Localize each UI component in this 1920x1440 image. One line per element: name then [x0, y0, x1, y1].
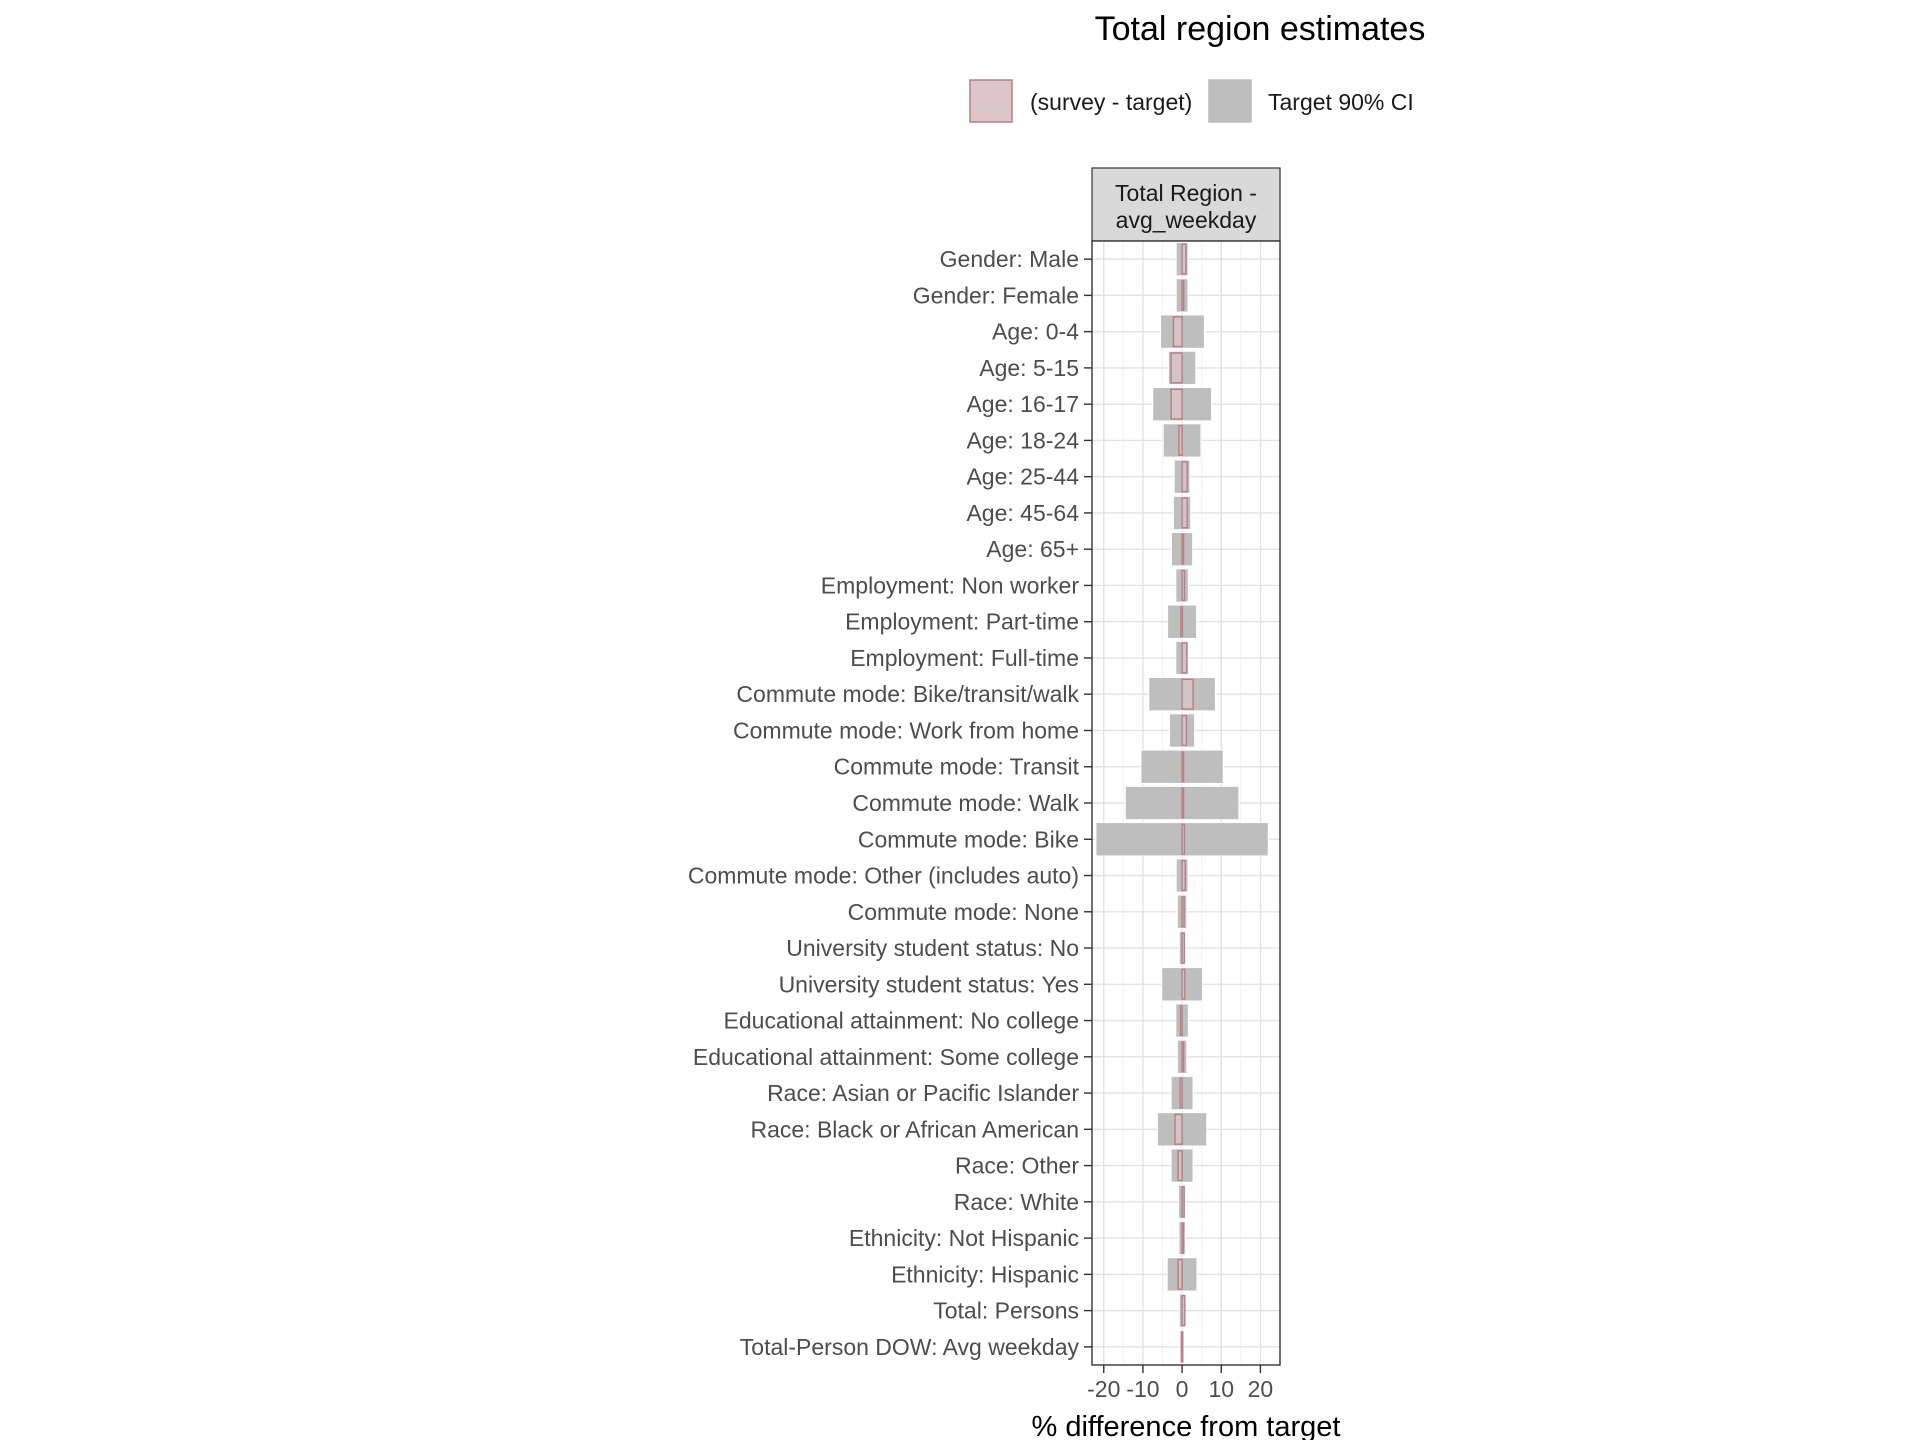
category-label: Commute mode: Walk	[852, 790, 1079, 816]
legend-key-target-ci	[1208, 79, 1252, 123]
difference-bar	[1180, 606, 1184, 638]
legend-label-survey-target: (survey - target)	[1030, 89, 1192, 115]
category-label: Gender: Male	[940, 246, 1079, 272]
difference-bar	[1181, 678, 1194, 710]
legend-key-survey-target	[969, 79, 1013, 123]
difference-bar	[1181, 461, 1188, 493]
difference-bar	[1180, 1331, 1184, 1363]
difference-bar	[1181, 823, 1186, 855]
difference-bar	[1170, 352, 1183, 384]
category-label: Educational attainment: Some college	[693, 1044, 1079, 1070]
facet-strip-line-1: Total Region -	[1115, 180, 1257, 206]
category-label: Ethnicity: Hispanic	[891, 1261, 1079, 1287]
x-tick-label: 10	[1208, 1376, 1234, 1402]
difference-bar	[1181, 859, 1186, 892]
category-label: Employment: Non worker	[821, 572, 1080, 598]
difference-bar	[1181, 751, 1185, 783]
facet-strip-box	[1091, 167, 1281, 242]
x-tick-label: -20	[1087, 1376, 1120, 1402]
category-label: Educational attainment: No college	[724, 1008, 1079, 1034]
category-label: Age: 16-17	[966, 391, 1079, 417]
category-label: Commute mode: None	[848, 899, 1079, 925]
category-label: Race: Asian or Pacific Islander	[767, 1080, 1079, 1106]
category-label: Age: 5-15	[979, 355, 1079, 381]
category-label: Age: 65+	[986, 536, 1079, 562]
category-label: University student status: Yes	[779, 971, 1079, 997]
facet-strip: Total Region - avg_weekday	[1091, 167, 1281, 242]
x-axis-title: % difference from target	[1032, 1411, 1341, 1440]
x-axis: -20 -10 0 10 20	[1087, 1365, 1273, 1402]
x-tick-label: -10	[1126, 1376, 1159, 1402]
difference-bar	[1181, 714, 1188, 747]
x-tick-label: 0	[1176, 1376, 1189, 1402]
category-label: Age: 0-4	[992, 319, 1079, 345]
difference-bar	[1181, 533, 1185, 565]
difference-bar	[1181, 642, 1188, 674]
difference-bar	[1177, 1258, 1183, 1290]
category-label: Total-Person DOW: Avg weekday	[740, 1334, 1080, 1360]
category-label: Total: Persons	[933, 1298, 1079, 1324]
difference-bar	[1181, 279, 1185, 311]
difference-bar	[1170, 388, 1183, 420]
category-label: Commute mode: Bike	[858, 826, 1079, 852]
x-tick-label: 20	[1248, 1376, 1274, 1402]
difference-bar	[1181, 1222, 1185, 1254]
plot-panel	[1091, 240, 1281, 1366]
category-label: Commute mode: Bike/transit/walk	[736, 681, 1079, 707]
difference-bar	[1181, 243, 1187, 275]
category-label: Employment: Part-time	[845, 609, 1079, 635]
category-label: Commute mode: Transit	[834, 754, 1080, 780]
difference-bar	[1179, 1004, 1183, 1037]
category-axis: Gender: Male Gender: Female Age: 0-4 Age: 5…	[688, 246, 1092, 1360]
difference-bar	[1181, 497, 1188, 529]
difference-bar	[1178, 424, 1183, 456]
difference-bar	[1181, 968, 1186, 1000]
difference-bar	[1181, 1186, 1185, 1218]
category-label: Ethnicity: Not Hispanic	[849, 1225, 1079, 1251]
category-label: Race: Black or African American	[750, 1116, 1079, 1142]
category-label: Age: 18-24	[966, 427, 1079, 453]
category-label: Race: White	[954, 1189, 1079, 1215]
category-label: Commute mode: Work from home	[733, 717, 1079, 743]
legend: (survey - target) Target 90% CI	[969, 79, 1414, 123]
difference-bar	[1181, 1295, 1186, 1327]
difference-bar	[1181, 787, 1185, 819]
difference-bar	[1181, 932, 1186, 964]
legend-label-target-ci: Target 90% CI	[1268, 89, 1414, 115]
difference-bar	[1177, 1150, 1183, 1182]
category-label: University student status: No	[786, 935, 1079, 961]
difference-bar	[1174, 1113, 1183, 1145]
difference-bar	[1181, 569, 1186, 602]
category-label: Age: 25-44	[966, 464, 1079, 490]
category-label: Commute mode: Other (includes auto)	[688, 863, 1079, 889]
facet-strip-line-2: avg_weekday	[1116, 207, 1257, 233]
chart-title: Total region estimates	[1095, 10, 1426, 48]
difference-bar	[1172, 316, 1183, 348]
category-label: Employment: Full-time	[850, 645, 1079, 671]
category-label: Race: Other	[955, 1153, 1079, 1179]
difference-bar	[1179, 1077, 1183, 1109]
category-label: Gender: Female	[913, 282, 1079, 308]
difference-bar	[1181, 1041, 1185, 1073]
category-label: Age: 45-64	[966, 500, 1079, 526]
difference-bar	[1181, 896, 1185, 928]
